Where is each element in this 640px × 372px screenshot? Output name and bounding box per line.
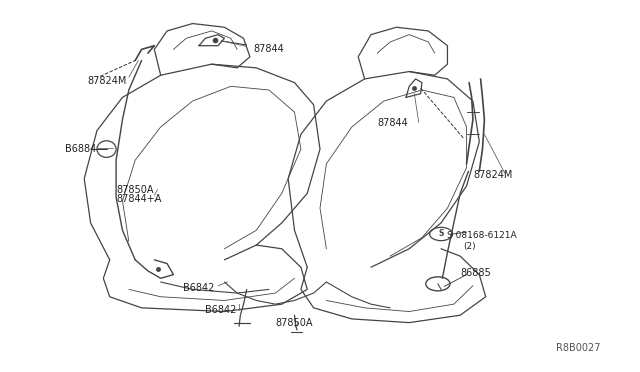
Text: 87844: 87844 [378,118,408,128]
Text: S 08168-6121A: S 08168-6121A [447,231,517,240]
Text: (2): (2) [463,243,476,251]
Text: R8B0027: R8B0027 [556,343,600,353]
Text: 87850A: 87850A [116,185,154,195]
Text: B6884: B6884 [65,144,97,154]
Text: B6842: B6842 [205,305,237,315]
Text: S: S [438,230,444,238]
Text: B6842: B6842 [183,283,214,292]
Text: 86885: 86885 [460,268,491,278]
Text: 87824M: 87824M [473,170,512,180]
Text: 87824M: 87824M [88,76,127,86]
Text: 87844: 87844 [253,44,284,54]
Text: 87844+A: 87844+A [116,194,161,204]
Text: 87850A: 87850A [275,318,313,328]
